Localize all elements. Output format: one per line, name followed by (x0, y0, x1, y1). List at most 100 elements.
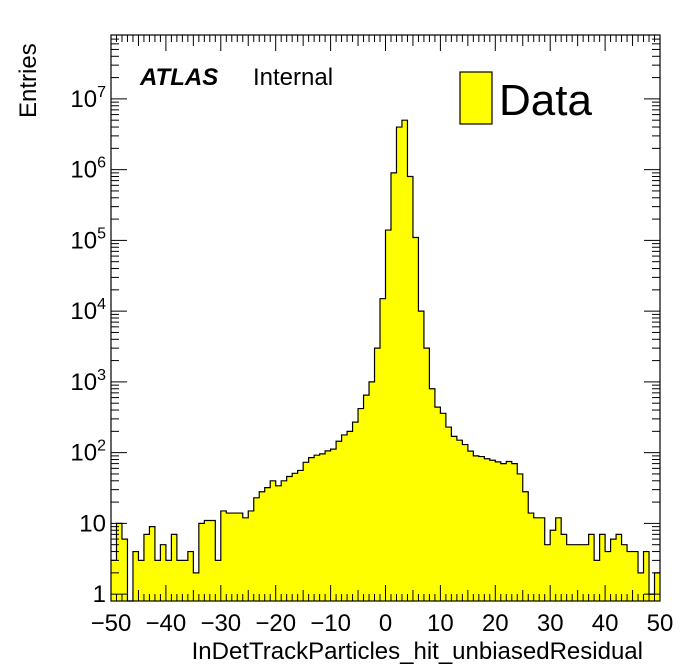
histogram-bar (456, 440, 463, 601)
x-tick-label: 20 (482, 610, 509, 637)
histogram-bar (259, 491, 266, 601)
x-tick-label: 10 (427, 610, 454, 637)
histogram-bar (385, 230, 392, 601)
histogram-bar (654, 572, 661, 601)
y-tick-label: 10 (79, 510, 106, 537)
histogram-bar (319, 453, 326, 601)
histogram-bar (182, 560, 189, 601)
histogram-bar (121, 539, 128, 601)
y-tick-label: 107 (70, 84, 106, 113)
histogram-bar (440, 413, 447, 601)
histogram-bar (533, 517, 540, 601)
histogram-bar (445, 427, 452, 601)
histogram-bar (138, 560, 145, 601)
x-tick-label: −30 (200, 610, 241, 637)
histogram-bar (599, 534, 606, 601)
histogram-bar (462, 444, 469, 601)
histogram-bar (467, 451, 474, 601)
histogram-bar (500, 463, 507, 601)
x-tick-label: −40 (146, 610, 187, 637)
histogram-bar (495, 461, 502, 601)
y-tick-label: 103 (70, 367, 106, 396)
histogram-bar (511, 463, 518, 601)
histogram-bar (237, 513, 244, 601)
histogram-bar (616, 534, 622, 601)
histogram-bar (577, 544, 584, 601)
histogram-bar (412, 237, 419, 601)
axis-ticks (110, 34, 661, 601)
histogram-bar (434, 407, 441, 601)
legend-label-data: Data (499, 76, 592, 125)
histogram-bar (583, 544, 589, 601)
histogram-bar (643, 551, 650, 601)
histogram-bar (632, 551, 639, 601)
x-tick-label: 30 (537, 610, 564, 637)
histogram-bar (390, 172, 397, 601)
histogram-bar (550, 530, 556, 601)
histogram-bar (418, 311, 425, 601)
histogram-bar (242, 517, 249, 601)
histogram-bar (407, 176, 414, 601)
histogram-bar (588, 534, 595, 601)
histogram-bar (286, 476, 293, 601)
histogram-bar (111, 560, 117, 601)
histogram-bar (314, 455, 320, 601)
internal-label: Internal (253, 64, 333, 91)
histogram-bar (171, 534, 178, 601)
y-axis-title: Entries (15, 43, 42, 118)
histogram-bar (572, 544, 578, 601)
histogram-bar (165, 560, 172, 601)
histogram-bar (204, 520, 211, 601)
histogram-bar (506, 461, 513, 601)
histogram-bar (253, 497, 260, 601)
y-tick-label: 1 (93, 581, 106, 608)
histogram-bar (292, 473, 298, 601)
histogram-bars (111, 120, 661, 601)
histogram-bar (451, 436, 458, 601)
histogram-bar (396, 127, 403, 601)
histogram-bar (297, 470, 304, 601)
histogram-bar (149, 526, 156, 601)
y-tick-label: 105 (70, 225, 106, 254)
histogram-bar (544, 544, 551, 601)
histogram-bar (347, 431, 353, 601)
histogram-bar (621, 544, 628, 601)
histogram-bar (248, 510, 255, 601)
histogram-bar (561, 534, 567, 601)
histogram-bar (627, 551, 633, 601)
histogram-bar (528, 513, 535, 601)
histogram-bar (193, 572, 200, 601)
x-tick-label: 40 (592, 610, 619, 637)
legend: Data (459, 71, 592, 125)
histogram-bar (423, 348, 430, 601)
histogram-bar (473, 455, 480, 601)
x-tick-label: −10 (310, 610, 351, 637)
legend-swatch (459, 71, 493, 125)
histogram-bar (638, 572, 644, 601)
histogram-bar (116, 523, 123, 601)
x-tick-label: 0 (379, 610, 392, 637)
histogram-bar (264, 487, 271, 601)
histogram-bar (369, 381, 375, 601)
x-axis-title: InDetTrackParticles_hit_unbiasedResidual (192, 638, 643, 665)
histogram-bar (231, 513, 238, 601)
histogram-bar (308, 457, 315, 601)
y-tick-label: 104 (70, 296, 106, 325)
histogram-bar (226, 513, 233, 601)
histogram-bar (160, 544, 167, 601)
histogram-bar (176, 560, 183, 601)
histogram-bar (649, 594, 655, 601)
histogram-bar (270, 480, 276, 601)
histogram-bar (215, 560, 222, 601)
histogram-outline (111, 119, 660, 602)
histogram-bar (489, 460, 496, 601)
histogram-bar (132, 551, 139, 601)
histogram-bar (325, 450, 331, 601)
histogram-bar (209, 520, 216, 601)
histogram-bar (275, 485, 282, 601)
histogram-bar (281, 480, 287, 601)
histogram-bar (352, 422, 359, 601)
histogram-bar (198, 523, 205, 601)
histogram-bar (374, 348, 381, 601)
